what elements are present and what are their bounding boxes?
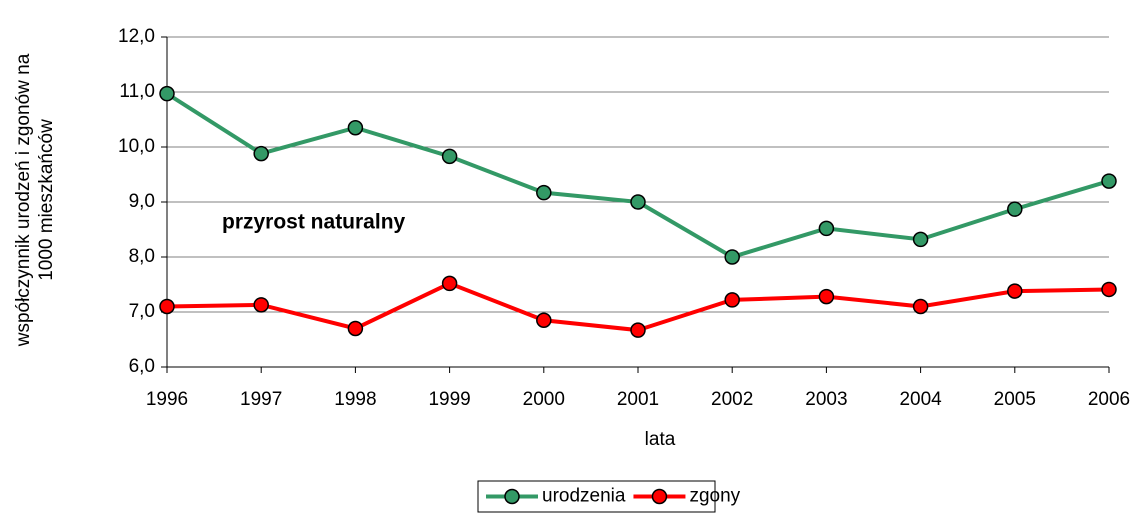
x-tick-label: 1998 [334,389,376,410]
y-tick-label: 10,0 [118,136,155,157]
y-tick-label: 6,0 [129,356,155,377]
y-axis-label: współczynnik urodzeń i zgonów na 1000 mi… [13,53,57,347]
y-tick-label: 9,0 [129,191,155,212]
x-axis-label: lata [645,429,676,450]
legend-label: zgony [689,486,740,507]
data-point [347,320,364,337]
legend-marker [504,488,520,505]
x-tick-label: 1996 [146,389,188,410]
data-point [818,288,835,305]
data-point [253,145,269,162]
y-tick-label: 7,0 [129,301,155,322]
x-tick-label: 1999 [428,389,470,410]
data-point [441,275,458,292]
data-point [1007,201,1023,217]
annotation: przyrost naturalny [222,211,406,234]
data-point [724,292,740,308]
data-point [724,249,740,265]
data-point [912,298,929,315]
x-tick-label: 2002 [711,389,753,410]
y-tick-label: 12,0 [118,26,155,47]
legend-marker [651,488,668,505]
y-axis-label-line: 1000 mieszkańców [36,119,57,281]
data-point [347,120,364,136]
x-tick-label: 2003 [805,389,847,410]
data-point [818,220,835,237]
data-point [1101,281,1117,298]
data-point [1101,173,1117,189]
data-point [536,312,552,328]
data-point [253,297,269,313]
x-tick-label: 2005 [994,389,1036,410]
data-point [159,85,175,102]
x-tick-label: 2001 [617,389,659,410]
data-point [536,184,552,201]
y-tick-label: 8,0 [129,246,155,267]
legend-label: urodzenia [542,486,626,507]
x-tick-label: 2006 [1088,389,1130,410]
x-tick-label: 2004 [899,389,942,410]
data-point [159,298,175,315]
x-tick-label: 2000 [523,389,565,410]
x-tick-label: 1997 [240,389,282,410]
y-tick-label: 11,0 [119,81,155,102]
data-point [441,148,458,165]
data-point [630,194,646,210]
data-point [630,322,646,338]
y-axis-label-line: współczynnik urodzeń i zgonów na [13,53,34,347]
data-point [912,231,929,248]
data-point [1007,283,1023,299]
